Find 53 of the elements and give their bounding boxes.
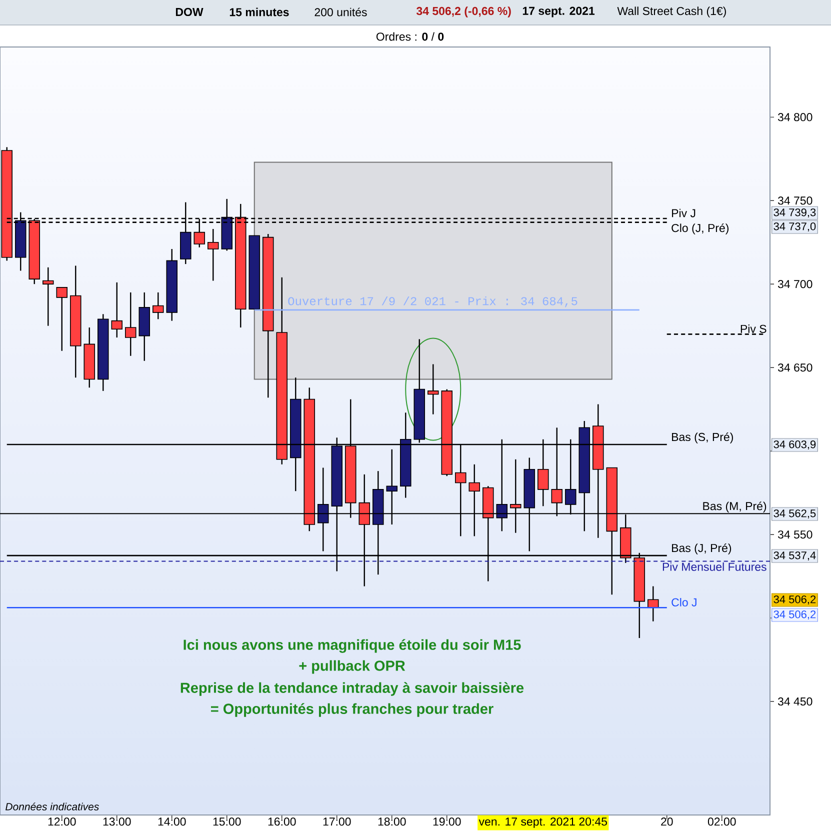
y-tick-label: 34 700: [778, 280, 812, 288]
annotation: = Opportunités plus franches pour trader: [211, 703, 494, 717]
text: 34 603,9: [774, 440, 816, 450]
x-tick-label: ven. 17 sept. 2021 20:45: [478, 817, 607, 828]
x-tick-label: 16:00: [268, 818, 296, 826]
text: 34 562,5: [774, 509, 816, 519]
x-tick-label: 13:00: [103, 818, 131, 826]
annotation: Reprise de la tendance intraday à savoir baissière: [180, 682, 524, 696]
y-tick-label: 34 450: [778, 697, 812, 706]
series-label: Ouverture 17 /9 /2 021 - Prix : 34 684,5: [288, 296, 578, 308]
series-label: Clo J: [672, 598, 696, 606]
x-tick-label: 19:00: [433, 818, 461, 826]
text: Ordres : 0 / 0: [376, 32, 444, 41]
candlestick: [428, 364, 439, 415]
text: Wall Street Cash (1€): [617, 6, 726, 18]
candlestick: [56, 286, 68, 352]
x-tick-label: 02:00: [708, 818, 736, 826]
text: DOW: [176, 8, 204, 16]
series-label: Piv S: [740, 324, 766, 333]
x-tick-label: 12:00: [48, 818, 76, 826]
annotation: + pullback OPR: [299, 660, 406, 674]
text: 200 unités: [314, 8, 367, 16]
ref-line-label: Piv Mensuel Futures: [662, 562, 766, 571]
ref-line-label: Bas (M, Pré): [703, 502, 766, 512]
annotation: Données indicatives: [6, 802, 99, 810]
candlestick: [152, 292, 164, 320]
x-tick-label: 17:00: [323, 818, 351, 826]
series-label: Piv J: [672, 208, 696, 218]
text: 15 minutes: [230, 8, 289, 16]
text: 34 506,2: [774, 595, 816, 605]
x-tick-label: 14:00: [158, 818, 186, 826]
y-tick-label: 34 750: [778, 196, 812, 205]
x-tick-label: 15:00: [213, 818, 241, 826]
candlestick: [125, 292, 136, 356]
text: 34 737,0: [774, 222, 816, 232]
text: 34 537,4: [774, 551, 816, 561]
candlestick: [42, 266, 54, 326]
y-tick-label: 34 550: [778, 530, 812, 539]
x-tick-label: 20: [661, 818, 673, 826]
text: 17 sept. 2021: [522, 6, 595, 18]
text: 34 739,3: [774, 208, 816, 218]
annotation: Ici nous avons une magnifique étoile du soir M15: [184, 639, 521, 653]
x-tick-label: 18:00: [378, 818, 406, 826]
series-label: Clo (J, Pré): [672, 224, 729, 234]
series-label: Bas (J, Pré): [672, 544, 732, 554]
candlestick: [208, 228, 219, 282]
candlestick: [111, 282, 122, 338]
y-tick-label: 34 650: [778, 363, 812, 372]
text: 34 506,2: [774, 610, 816, 620]
y-tick-label: 34 800: [778, 113, 812, 122]
series-label: Bas (S, Pré): [672, 432, 733, 444]
candlestick: [648, 586, 659, 622]
text: 34 506,2 (-0,66 %): [416, 6, 511, 18]
